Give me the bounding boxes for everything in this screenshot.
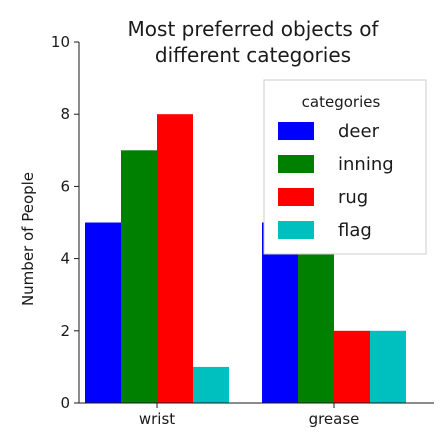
bar-wrist-rug [157, 114, 193, 403]
x-tick-label: grease [309, 410, 360, 428]
legend-label-flag: flag [338, 220, 372, 241]
bar-wrist-deer [85, 222, 121, 403]
legend-label-inning: inning [338, 154, 394, 175]
bar-wrist-flag [193, 366, 229, 403]
y-tick-label: 6 [60, 177, 70, 195]
x-tick-label: wrist [139, 410, 175, 428]
y-tick-label: 4 [60, 250, 70, 268]
y-tick-label: 2 [60, 322, 70, 340]
chart-title-line-1: Most preferred objects of [128, 17, 380, 41]
bar-grease-rug [334, 330, 370, 403]
bar-grease-flag [370, 330, 406, 403]
y-tick-label: 10 [51, 33, 70, 51]
y-tick-label: 8 [60, 105, 70, 123]
legend-swatch-rug [278, 188, 314, 206]
y-axis-ticks: 0 2 4 6 8 10 [51, 33, 79, 412]
y-axis-label: Number of People [19, 172, 37, 306]
bar-wrist-inning [121, 150, 157, 403]
y-tick-label: 0 [60, 394, 70, 412]
legend-label-deer: deer [338, 121, 380, 142]
bars-group [85, 114, 406, 403]
x-axis-ticks: wrist grease [139, 403, 360, 428]
legend-swatch-flag [278, 221, 314, 239]
legend-swatch-inning [278, 155, 314, 173]
legend-swatch-deer [278, 122, 314, 140]
legend: categories deer inning rug flag [263, 79, 427, 255]
legend-label-rug: rug [338, 187, 368, 208]
chart-title-line-2: different categories [155, 43, 351, 67]
legend-title: categories [302, 93, 381, 111]
